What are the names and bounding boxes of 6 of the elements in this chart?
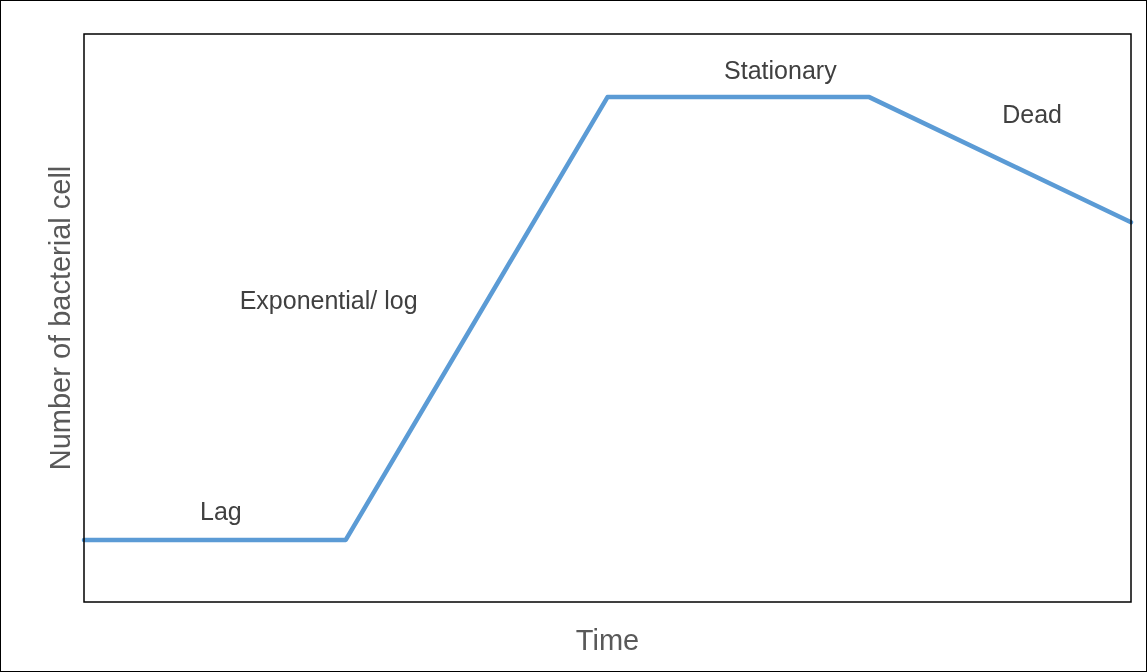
y-axis-title: Number of bacterial cell (43, 165, 76, 471)
text: Stationary (724, 56, 838, 85)
annotation: Dead (1002, 99, 1063, 128)
annotation: Lag (200, 496, 242, 525)
x-axis-title: Time (575, 623, 640, 656)
annotation: Exponential/ log (239, 285, 418, 314)
